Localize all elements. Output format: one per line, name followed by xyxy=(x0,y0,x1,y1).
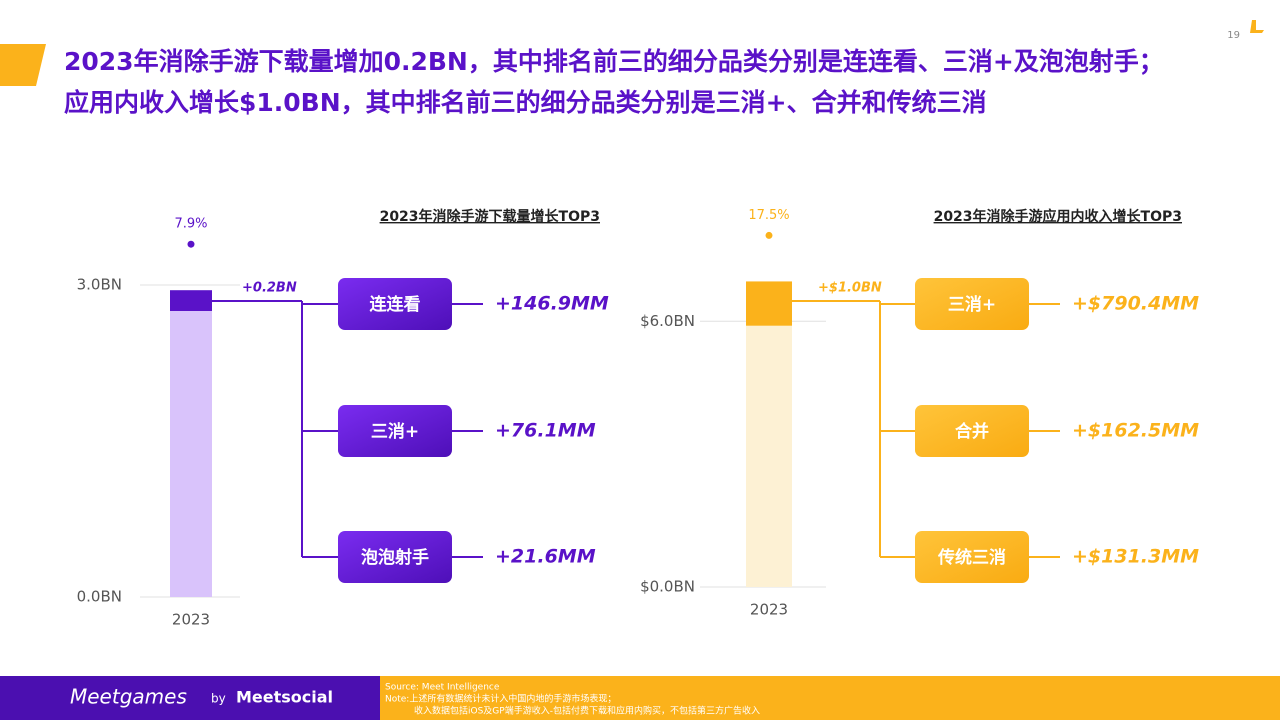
corner-mark xyxy=(1250,20,1264,33)
x-tick-label: 2023 xyxy=(172,611,210,629)
category-value: +76.1MM xyxy=(495,420,596,442)
category-value: +$131.3MM xyxy=(1072,546,1199,568)
chart-title: 2023年消除手游应用内收入增长TOP3 xyxy=(934,208,1182,225)
x-tick-label: 2023 xyxy=(750,601,788,619)
annotation-dot xyxy=(765,231,773,239)
category-box xyxy=(338,405,452,457)
category-name: 泡泡射手 xyxy=(361,547,429,568)
category-value: +$162.5MM xyxy=(1072,420,1199,442)
source: Source: Meet Intelligence xyxy=(385,683,500,693)
note: 收入数据包括iOS及GP端手游收入-包括付费下载和应用内购买，不包括第三方广告收… xyxy=(414,705,760,717)
category-name: 合并 xyxy=(955,421,989,442)
category-value: +$790.4MM xyxy=(1072,293,1199,315)
chart-title: 2023年消除手游下载量增长TOP3 xyxy=(380,208,600,225)
category-box xyxy=(915,405,1029,457)
company: Meetsocial xyxy=(236,688,333,707)
annotation-dot xyxy=(187,240,195,248)
value-label: +0.2BN xyxy=(242,281,297,296)
category-box xyxy=(338,531,452,583)
note: Note:上述所有数据统计未计入中国内地的手游市场表现； xyxy=(385,693,616,705)
y-tick-label: 0.0BN xyxy=(77,588,122,606)
category-name: 三消+ xyxy=(948,294,996,315)
footer-band xyxy=(380,676,1280,720)
category-value: +146.9MM xyxy=(495,293,609,315)
category-box xyxy=(915,278,1029,330)
category-name: 传统三消 xyxy=(937,547,1006,568)
annotation: 17.5% xyxy=(748,208,789,223)
title-line: 应用内收入增长$1.0BN，其中排名前三的细分品类分别是三消+、合并和传统三消 xyxy=(64,88,987,117)
value-label: +$1.0BN xyxy=(818,281,882,296)
category-name: 三消+ xyxy=(371,421,419,442)
category-name: 连连看 xyxy=(370,294,421,315)
y-tick-label: $6.0BN xyxy=(640,312,695,330)
y-tick-label: 3.0BN xyxy=(77,276,122,294)
page-number: 19 xyxy=(1227,30,1240,41)
category-value: +21.6MM xyxy=(495,546,596,568)
title-accent xyxy=(0,44,46,86)
annotation: 7.9% xyxy=(174,217,207,232)
brand: Meetgames xyxy=(70,685,187,709)
footer-brand-band xyxy=(0,676,380,720)
y-tick-label: $0.0BN xyxy=(640,578,695,596)
category-box xyxy=(915,531,1029,583)
bar-segment xyxy=(170,290,212,311)
bar-segment xyxy=(170,311,212,597)
bar-segment xyxy=(746,325,792,587)
title-line: 2023年消除手游下载量增加0.2BN，其中排名前三的细分品类分别是连连看、三消… xyxy=(64,47,1164,76)
bar-segment xyxy=(746,281,792,326)
category-box xyxy=(338,278,452,330)
brand-by: by xyxy=(211,692,226,706)
